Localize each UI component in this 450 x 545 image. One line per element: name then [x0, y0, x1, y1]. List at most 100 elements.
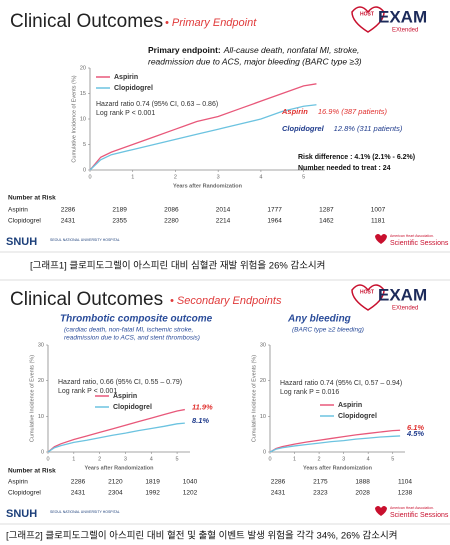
annotation: Hazard ratio 0.74 (95% CI, 0.63 – 0.86) — [96, 101, 218, 108]
slide: Clinical Outcomes • Primary Endpoint HOS… — [0, 6, 450, 253]
risk-count: 2214 — [216, 218, 231, 225]
end-label-name: Clopidogrel — [282, 124, 325, 133]
risk-count: 1238 — [398, 490, 413, 497]
risk-count: 1040 — [183, 479, 198, 486]
footer-right: Scientific Sessions — [390, 512, 449, 519]
y-tick-label: 20 — [80, 65, 86, 71]
y-tick-label: 30 — [38, 342, 44, 348]
y-axis-label: Cumulative Incidence of Events (%) — [71, 75, 77, 162]
chart: 0 5 10 15 20 0 1 2 3 4 5 Cumulative Incidence of Ev… — [8, 45, 415, 224]
stat: Risk difference : 4.1% (2.1% - 6.2%) — [298, 154, 415, 161]
x-tick-label: 3 — [217, 174, 220, 180]
end-label: 6.1% — [407, 423, 424, 432]
risk-row-name: Clopidogrel — [8, 218, 41, 225]
logo-sub: EXtended — [392, 306, 418, 312]
chart-title-text: All-cause death, nonfatal MI, stroke, — [223, 45, 360, 55]
x-tick-label: 2 — [98, 456, 101, 462]
risk-count: 1181 — [371, 218, 385, 225]
annotation: Log rank P = 0.016 — [280, 389, 339, 396]
x-tick-label: 0 — [46, 456, 49, 462]
x-axis-label: Years after Randomization — [173, 183, 243, 189]
legend-label: Aspirin — [338, 402, 362, 409]
y-tick-label: 10 — [80, 116, 86, 122]
logo-sub: EXtended — [392, 28, 418, 34]
series-line — [269, 435, 401, 453]
footer-right-sub: American Heart Association. — [390, 506, 434, 510]
end-label: 11.9% — [192, 403, 213, 412]
y-tick-label: 0 — [83, 167, 86, 173]
risk-count: 2120 — [108, 479, 123, 486]
x-tick-label: 4 — [259, 174, 262, 180]
y-tick-label: 10 — [38, 414, 44, 420]
logo-host: HOST — [360, 11, 374, 17]
risk-count: 1777 — [267, 207, 282, 214]
y-axis-label: Cumulative Incidence of Events (%) — [251, 355, 257, 442]
y-tick-label: 30 — [260, 342, 266, 348]
chart-title-text: readmission due to ACS, major bleeding (… — [148, 56, 362, 66]
end-label-value: 12.8% (311 patients) — [334, 124, 403, 133]
risk-count: 1888 — [355, 479, 370, 486]
series-line — [89, 104, 317, 171]
logo: EXAM — [378, 285, 427, 304]
chart-title: Any bleeding — [287, 314, 351, 325]
y-tick-label: 0 — [41, 449, 44, 455]
footer-logo: SNUH — [6, 236, 37, 248]
risk-count: 2286 — [61, 207, 76, 214]
risk-count: 2323 — [313, 490, 328, 497]
annotation: Log rank P < 0.001 — [58, 388, 117, 395]
slide-title: Clinical Outcomes — [10, 289, 163, 310]
x-tick-label: 2 — [318, 456, 321, 462]
x-tick-label: 1 — [293, 456, 296, 462]
annotation: Log rank P < 0.001 — [96, 110, 155, 117]
x-axis-label: Years after Randomization — [84, 465, 154, 471]
risk-row-name: Aspirin — [8, 207, 28, 214]
y-tick-label: 15 — [80, 91, 86, 97]
y-tick-label: 20 — [260, 378, 266, 384]
series-line — [89, 83, 317, 171]
logo-host: HOST — [360, 289, 374, 295]
risk-count: 2286 — [71, 479, 86, 486]
footer-right: Scientific Sessions — [390, 240, 449, 247]
end-label: 4.5% — [406, 429, 424, 438]
risk-count: 2028 — [355, 490, 370, 497]
chart-subtitle: readmission due to ACS, and stent thromb… — [64, 335, 200, 342]
annotation: Hazard ratio, 0.66 (95% CI, 0.55 – 0.79) — [58, 379, 182, 386]
logo-heart — [351, 284, 385, 311]
x-tick-label: 3 — [124, 456, 127, 462]
chart-title: Primary endpoint: All-cause death, nonfat… — [148, 45, 359, 55]
y-tick-label: 5 — [83, 142, 86, 148]
risk-row-name: Clopidogrel — [8, 490, 41, 497]
risk-count: 2286 — [271, 479, 286, 486]
footer-right-sub: American Heart Association. — [390, 234, 434, 238]
x-tick-label: 2 — [174, 174, 177, 180]
legend-label: Aspirin — [114, 74, 138, 81]
end-label: Clopidogrel 12.8% (311 patients) — [282, 124, 403, 133]
annotation: Hazard ratio 0.74 (95% CI, 0.57 – 0.94) — [280, 380, 402, 387]
risk-count: 1992 — [145, 490, 160, 497]
chart-title: Thrombotic composite outcome — [60, 314, 213, 325]
risk-count: 1462 — [319, 218, 334, 225]
risk-count: 1819 — [145, 479, 160, 486]
x-tick-label: 1 — [131, 174, 134, 180]
end-label: Aspirin 16.9% (387 patients) — [281, 107, 388, 116]
risk-count: 2175 — [313, 479, 328, 486]
slide: Clinical Outcomes • Secondary Endpoints … — [0, 279, 450, 525]
stat: Number needed to treat : 24 — [298, 165, 391, 172]
x-tick-label: 5 — [302, 174, 305, 180]
x-tick-label: 0 — [268, 456, 271, 462]
end-label: 8.1% — [192, 416, 209, 425]
x-tick-label: 4 — [367, 456, 370, 462]
legend-label: Clopidogrel — [114, 85, 153, 92]
risk-row-name: Aspirin — [8, 479, 28, 486]
aha-logo — [375, 234, 387, 244]
x-tick-label: 0 — [88, 174, 91, 180]
y-axis-label: Cumulative Incidence of Events (%) — [29, 355, 35, 442]
y-tick-label: 20 — [38, 378, 44, 384]
risk-count: 1202 — [183, 490, 198, 497]
end-label-value: 16.9% (387 patients) — [318, 107, 388, 116]
legend-label: Clopidogrel — [338, 413, 377, 420]
logo: EXAM — [378, 7, 427, 26]
risk-count: 2355 — [112, 218, 127, 225]
